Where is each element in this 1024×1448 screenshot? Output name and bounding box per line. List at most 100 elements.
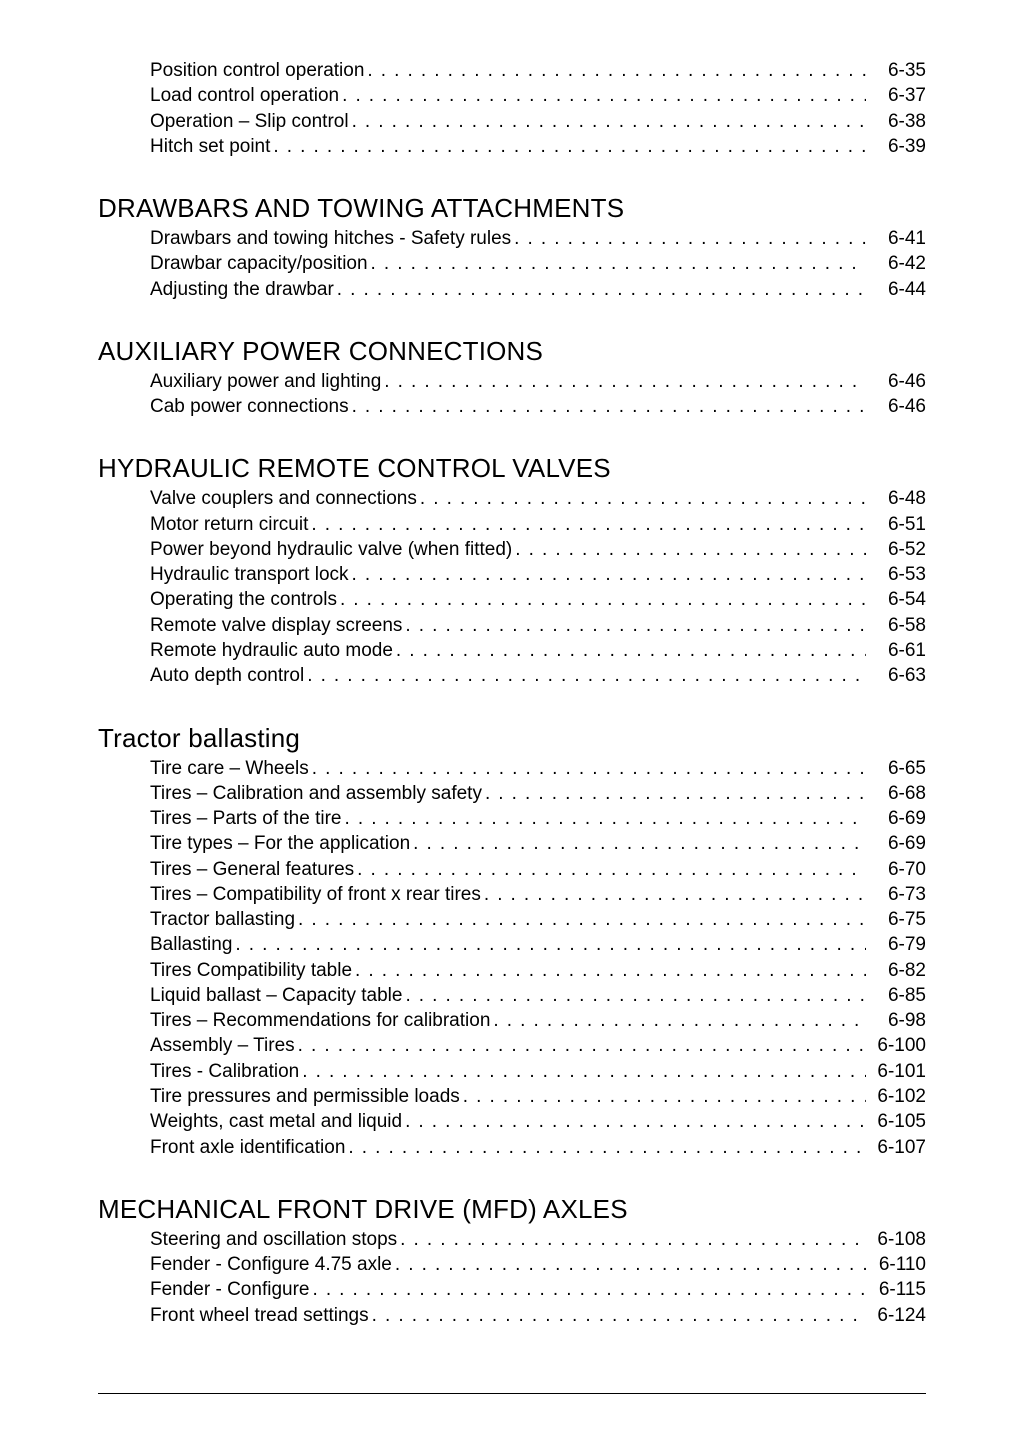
toc-page-number: 6-44 (866, 277, 926, 302)
toc-row: Remote hydraulic auto mode . . . . . . .… (98, 638, 926, 663)
toc-leader: . . . . . . . . . . . . . . . . . . . . … (481, 882, 866, 907)
toc-row: Remote valve display screens . . . . . .… (98, 613, 926, 638)
toc-leader: . . . . . . . . . . . . . . . . . . . . … (397, 1227, 866, 1252)
toc-row: Tire care – Wheels . . . . . . . . . . .… (98, 756, 926, 781)
toc-page-number: 6-75 (866, 907, 926, 932)
toc-page-number: 6-102 (866, 1084, 926, 1109)
toc-leader: . . . . . . . . . . . . . . . . . . . . … (309, 756, 866, 781)
toc-page-number: 6-101 (866, 1059, 926, 1084)
toc-row: Tires – Recommendations for calibration … (98, 1008, 926, 1033)
toc-label: Load control operation (150, 83, 339, 108)
toc-leader: . . . . . . . . . . . . . . . . . . . . … (349, 394, 866, 419)
toc-label: Tire types – For the application (150, 831, 410, 856)
toc-label: Hitch set point (150, 134, 270, 159)
toc-row: Front wheel tread settings . . . . . . .… (98, 1303, 926, 1328)
toc-page-number: 6-108 (866, 1227, 926, 1252)
toc-page-number: 6-54 (866, 587, 926, 612)
toc-row: Hitch set point . . . . . . . . . . . . … (98, 134, 926, 159)
toc-page-number: 6-61 (866, 638, 926, 663)
toc-label: Operation – Slip control (150, 109, 349, 134)
toc-row: Tires – General features . . . . . . . .… (98, 857, 926, 882)
toc-section: HYDRAULIC REMOTE CONTROL VALVES Valve co… (98, 453, 926, 688)
toc-leader: . . . . . . . . . . . . . . . . . . . . … (369, 1303, 866, 1328)
footer-rule (98, 1393, 926, 1394)
toc-row: Liquid ballast – Capacity table . . . . … (98, 983, 926, 1008)
toc-page-number: 6-85 (866, 983, 926, 1008)
toc-page-number: 6-124 (866, 1303, 926, 1328)
toc-row: Tires Compatibility table . . . . . . . … (98, 958, 926, 983)
toc-label: Fender - Configure (150, 1277, 309, 1302)
toc-row: Tires - Calibration . . . . . . . . . . … (98, 1059, 926, 1084)
toc-row: Cab power connections . . . . . . . . . … (98, 394, 926, 419)
section-heading-auxiliary: AUXILIARY POWER CONNECTIONS (98, 336, 926, 367)
section-heading-mfd-axles: MECHANICAL FRONT DRIVE (MFD) AXLES (98, 1194, 926, 1225)
toc-leader: . . . . . . . . . . . . . . . . . . . . … (511, 226, 866, 251)
toc-label: Tire pressures and permissible loads (150, 1084, 460, 1109)
toc-leader: . . . . . . . . . . . . . . . . . . . . … (482, 781, 866, 806)
toc-label: Position control operation (150, 58, 364, 83)
toc-leader: . . . . . . . . . . . . . . . . . . . . … (368, 251, 866, 276)
toc-row: Auto depth control . . . . . . . . . . .… (98, 663, 926, 688)
toc-label: Hydraulic transport lock (150, 562, 349, 587)
toc-page-number: 6-110 (866, 1252, 926, 1277)
toc-row: Position control operation . . . . . . .… (98, 58, 926, 83)
toc-leader: . . . . . . . . . . . . . . . . . . . . … (339, 83, 866, 108)
toc-page-number: 6-46 (866, 369, 926, 394)
toc-label: Tires Compatibility table (150, 958, 352, 983)
toc-leader: . . . . . . . . . . . . . . . . . . . . … (341, 806, 866, 831)
toc-row: Weights, cast metal and liquid . . . . .… (98, 1109, 926, 1134)
toc-row: Motor return circuit . . . . . . . . . .… (98, 512, 926, 537)
toc-leader: . . . . . . . . . . . . . . . . . . . . … (295, 907, 866, 932)
toc-row: Front axle identification . . . . . . . … (98, 1135, 926, 1160)
toc-row: Assembly – Tires . . . . . . . . . . . .… (98, 1033, 926, 1058)
toc-label: Auto depth control (150, 663, 304, 688)
toc-section: AUXILIARY POWER CONNECTIONS Auxiliary po… (98, 336, 926, 420)
toc-page-number: 6-65 (866, 756, 926, 781)
toc-row: Power beyond hydraulic valve (when fitte… (98, 537, 926, 562)
toc-leader: . . . . . . . . . . . . . . . . . . . . … (304, 663, 866, 688)
toc-section: Tractor ballasting Tire care – Wheels . … (98, 723, 926, 1160)
toc-page-number: 6-73 (866, 882, 926, 907)
section-heading-tractor-ballasting: Tractor ballasting (98, 723, 926, 754)
toc-label: Tires – Recommendations for calibration (150, 1008, 490, 1033)
toc-label: Remote valve display screens (150, 613, 402, 638)
toc-leader: . . . . . . . . . . . . . . . . . . . . … (364, 58, 866, 83)
toc-leader: . . . . . . . . . . . . . . . . . . . . … (349, 109, 866, 134)
toc-page-number: 6-51 (866, 512, 926, 537)
toc-label: Motor return circuit (150, 512, 308, 537)
toc-leader: . . . . . . . . . . . . . . . . . . . . … (270, 134, 866, 159)
toc-section: DRAWBARS AND TOWING ATTACHMENTS Drawbars… (98, 193, 926, 302)
toc-page-number: 6-79 (866, 932, 926, 957)
toc-leader: . . . . . . . . . . . . . . . . . . . . … (295, 1033, 866, 1058)
toc-page-number: 6-63 (866, 663, 926, 688)
toc-leader: . . . . . . . . . . . . . . . . . . . . … (337, 587, 866, 612)
toc-leader: . . . . . . . . . . . . . . . . . . . . … (512, 537, 866, 562)
toc-row: Hydraulic transport lock . . . . . . . .… (98, 562, 926, 587)
toc-page-number: 6-38 (866, 109, 926, 134)
toc-row: Valve couplers and connections . . . . .… (98, 486, 926, 511)
toc-label: Front axle identification (150, 1135, 345, 1160)
toc-leader: . . . . . . . . . . . . . . . . . . . . … (232, 932, 866, 957)
toc-row: Auxiliary power and lighting . . . . . .… (98, 369, 926, 394)
toc-page-number: 6-35 (866, 58, 926, 83)
toc-leader: . . . . . . . . . . . . . . . . . . . . … (410, 831, 866, 856)
toc-row: Tire types – For the application . . . .… (98, 831, 926, 856)
toc-label: Auxiliary power and lighting (150, 369, 381, 394)
toc-leader: . . . . . . . . . . . . . . . . . . . . … (349, 562, 866, 587)
toc-row: Tractor ballasting . . . . . . . . . . .… (98, 907, 926, 932)
toc-page-number: 6-82 (866, 958, 926, 983)
toc-leader: . . . . . . . . . . . . . . . . . . . . … (334, 277, 866, 302)
toc-leader: . . . . . . . . . . . . . . . . . . . . … (460, 1084, 866, 1109)
toc-label: Steering and oscillation stops (150, 1227, 397, 1252)
toc-page: Position control operation . . . . . . .… (0, 0, 1024, 1448)
toc-row: Drawbar capacity/position . . . . . . . … (98, 251, 926, 276)
toc-label: Fender - Configure 4.75 axle (150, 1252, 392, 1277)
toc-page-number: 6-105 (866, 1109, 926, 1134)
toc-row: Operating the controls . . . . . . . . .… (98, 587, 926, 612)
toc-page-number: 6-69 (866, 806, 926, 831)
toc-leader: . . . . . . . . . . . . . . . . . . . . … (402, 983, 866, 1008)
toc-page-number: 6-53 (866, 562, 926, 587)
toc-label: Tires – Calibration and assembly safety (150, 781, 482, 806)
toc-label: Tires – Parts of the tire (150, 806, 341, 831)
toc-section: Position control operation . . . . . . .… (98, 58, 926, 159)
